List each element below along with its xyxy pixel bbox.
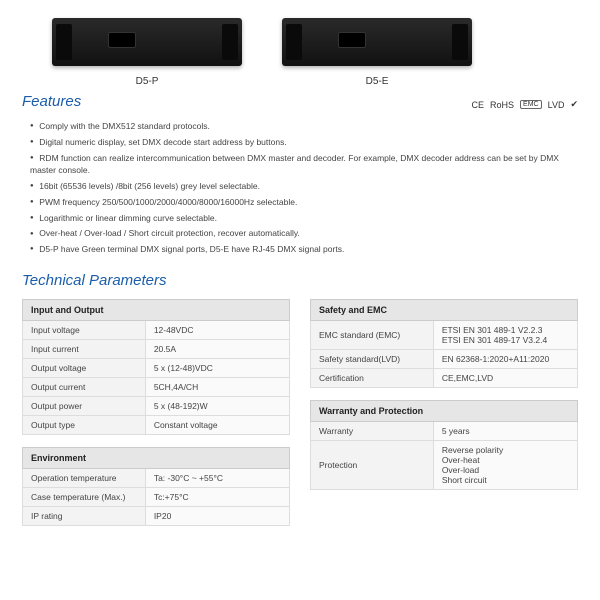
product-d5p: D5-P xyxy=(52,18,242,87)
cell: Input current xyxy=(23,339,146,358)
cert-check-icon: ✔ xyxy=(570,99,578,110)
safety-title: Safety and EMC xyxy=(311,299,578,320)
cell: Output power xyxy=(23,396,146,415)
device-image-d5p xyxy=(52,18,242,66)
feature-item: 16bit (65536 levels) /8bit (256 levels) … xyxy=(30,180,578,193)
cell: Tc:+75°C xyxy=(145,487,289,506)
cell: Input voltage xyxy=(23,320,146,339)
cell: 20.5A xyxy=(145,339,289,358)
tech-heading: Technical Parameters xyxy=(22,272,578,289)
feature-item: Digital numeric display, set DMX decode … xyxy=(30,136,578,149)
cell: Safety standard(LVD) xyxy=(311,349,434,368)
feature-list: Comply with the DMX512 standard protocol… xyxy=(30,120,578,256)
cert-emc: EMC xyxy=(520,100,542,109)
cell: 5 x (12-48)VDC xyxy=(145,358,289,377)
warranty-title: Warranty and Protection xyxy=(311,400,578,421)
io-title: Input and Output xyxy=(23,299,290,320)
cell: 12-48VDC xyxy=(145,320,289,339)
product-label: D5-P xyxy=(136,76,159,87)
cell: Protection xyxy=(311,440,434,489)
cell: Certification xyxy=(311,368,434,387)
certifications: CE RoHS EMC LVD ✔ xyxy=(472,99,578,110)
device-image-d5e xyxy=(282,18,472,66)
cell: IP20 xyxy=(145,506,289,525)
io-table: Input and Output Input voltage12-48VDC I… xyxy=(22,299,290,435)
cell: Output type xyxy=(23,415,146,434)
cell: 5 x (48-192)W xyxy=(145,396,289,415)
cell: Operation temperature xyxy=(23,468,146,487)
cell: Ta: -30°C ~ +55°C xyxy=(145,468,289,487)
cell: Reverse polarity Over-heat Over-load Sho… xyxy=(433,440,577,489)
cell: Warranty xyxy=(311,421,434,440)
cell: IP rating xyxy=(23,506,146,525)
safety-table: Safety and EMC EMC standard (EMC)ETSI EN… xyxy=(310,299,578,388)
feature-item: RDM function can realize intercommunicat… xyxy=(30,152,578,178)
env-title: Environment xyxy=(23,447,290,468)
feature-item: D5-P have Green terminal DMX signal port… xyxy=(30,243,578,256)
cell: 5 years xyxy=(433,421,577,440)
cell: Output voltage xyxy=(23,358,146,377)
product-images: D5-P D5-E xyxy=(52,18,578,87)
cell: EMC standard (EMC) xyxy=(311,320,434,349)
cell: ETSI EN 301 489-1 V2.2.3 ETSI EN 301 489… xyxy=(433,320,577,349)
cell: 5CH,4A/CH xyxy=(145,377,289,396)
cell: CE,EMC,LVD xyxy=(433,368,577,387)
product-label: D5-E xyxy=(366,76,389,87)
tech-columns: Input and Output Input voltage12-48VDC I… xyxy=(22,299,578,538)
cell: Case temperature (Max.) xyxy=(23,487,146,506)
env-table: Environment Operation temperatureTa: -30… xyxy=(22,447,290,526)
cell: EN 62368-1:2020+A11:2020 xyxy=(433,349,577,368)
warranty-table: Warranty and Protection Warranty5 years … xyxy=(310,400,578,490)
cert-lvd: LVD xyxy=(548,100,565,110)
cell: Constant voltage xyxy=(145,415,289,434)
features-heading: Features xyxy=(22,93,81,110)
feature-item: PWM frequency 250/500/1000/2000/4000/800… xyxy=(30,196,578,209)
left-column: Input and Output Input voltage12-48VDC I… xyxy=(22,299,290,538)
product-d5e: D5-E xyxy=(282,18,472,87)
feature-item: Over-heat / Over-load / Short circuit pr… xyxy=(30,227,578,240)
feature-item: Logarithmic or linear dimming curve sele… xyxy=(30,212,578,225)
cert-rohs: RoHS xyxy=(490,100,514,110)
cell: Output current xyxy=(23,377,146,396)
feature-item: Comply with the DMX512 standard protocol… xyxy=(30,120,578,133)
cert-ce: CE xyxy=(472,100,485,110)
right-column: Safety and EMC EMC standard (EMC)ETSI EN… xyxy=(310,299,578,538)
